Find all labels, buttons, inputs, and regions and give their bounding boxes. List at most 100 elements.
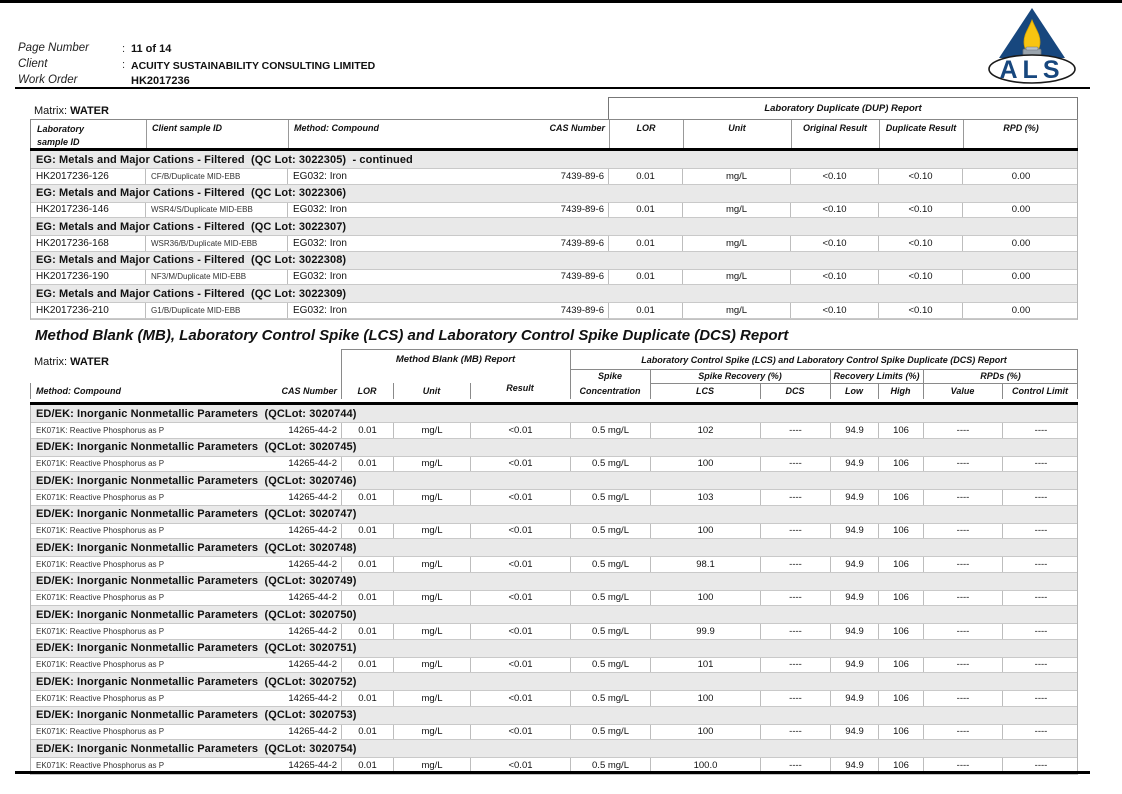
dup-data-row: HK2017236-146 WSR4/S/Duplicate MID-EBB EG0… xyxy=(31,201,1077,218)
low-cell: 94.9 xyxy=(831,523,879,538)
dup-table: Matrix: WATER Laboratory Duplicate (DUP)… xyxy=(30,97,1078,320)
unit-cell: mg/L xyxy=(683,303,791,318)
method-cell: EK071K: Reactive Phosphorus as P xyxy=(36,626,165,636)
original-cell: <0.10 xyxy=(791,303,879,318)
method-cell: EK071K: Reactive Phosphorus as P xyxy=(36,760,165,770)
value-cell: ---- xyxy=(924,758,1003,773)
spike_conc-cell: 0.5 mg/L xyxy=(571,724,651,739)
lor-cell: 0.01 xyxy=(342,456,394,471)
dup-section-row: EG: Metals and Major Cations - Filtered … xyxy=(31,218,1077,235)
result-cell: <0.01 xyxy=(471,523,571,538)
result-cell: <0.01 xyxy=(471,590,571,605)
low-cell: 94.9 xyxy=(831,691,879,706)
cas-cell: 7439-89-6 xyxy=(528,303,609,318)
lor-cell: 0.01 xyxy=(342,624,394,639)
mb-section-row: ED/EK: Inorganic Nonmetallic Parameters … xyxy=(31,640,1077,657)
col-spike-recovery: Spike Recovery (%) xyxy=(698,371,782,381)
lor-cell: 0.01 xyxy=(609,202,683,217)
lcs-group-header: Laboratory Control Spike (LCS) and Labor… xyxy=(641,354,1007,365)
lor-cell: 0.01 xyxy=(342,490,394,505)
col-value: Value xyxy=(950,386,975,396)
dup-table-rows: EG: Metals and Major Cations - Filtered … xyxy=(30,151,1078,320)
dcs-cell: ---- xyxy=(761,423,831,438)
method-cell: EK071K: Reactive Phosphorus as P xyxy=(36,526,165,536)
method-cell: EK071K: Reactive Phosphorus as P xyxy=(36,727,165,737)
dup-section-row-title: EG: Metals and Major Cations - Filtered … xyxy=(36,287,347,300)
result-cell: <0.01 xyxy=(471,456,571,471)
low-cell: 94.9 xyxy=(831,758,879,773)
colon: : xyxy=(122,59,126,71)
original-cell: <0.10 xyxy=(791,236,879,251)
low-cell: 94.9 xyxy=(831,456,879,471)
work-order-label: Work Order xyxy=(18,74,78,86)
mb-header-thick-rule xyxy=(30,402,1078,405)
unit-cell: mg/L xyxy=(394,724,471,739)
high-cell: 106 xyxy=(879,590,924,605)
mb-data-row: EK071K: Reactive Phosphorus as P 14265-44… xyxy=(31,556,1077,573)
mb-section-row: ED/EK: Inorganic Nonmetallic Parameters … xyxy=(31,539,1077,556)
method-cell: EK071K: Reactive Phosphorus as P xyxy=(36,425,165,435)
spike_conc-cell: 0.5 mg/L xyxy=(571,423,651,438)
method-cell: EG032: Iron xyxy=(293,237,347,249)
value-cell: ---- xyxy=(924,624,1003,639)
high-cell: 106 xyxy=(879,724,924,739)
control_limit-cell: ---- xyxy=(1034,625,1048,637)
low-cell: 94.9 xyxy=(831,490,879,505)
original-cell: <0.10 xyxy=(791,169,879,184)
spike_conc-cell: 0.5 mg/L xyxy=(571,657,651,672)
lor-cell: 0.01 xyxy=(342,724,394,739)
low-cell: 94.9 xyxy=(831,423,879,438)
matrix-label: Matrix: xyxy=(34,105,67,117)
col-spike-line2: Concentration xyxy=(579,386,641,396)
svg-text:ALS: ALS xyxy=(1000,56,1065,84)
unit-cell: mg/L xyxy=(683,202,791,217)
lcs-cell: 99.9 xyxy=(651,624,761,639)
mb-section-row: ED/EK: Inorganic Nonmetallic Parameters … xyxy=(31,673,1077,690)
dcs-cell: ---- xyxy=(761,691,831,706)
value-cell: ---- xyxy=(924,523,1003,538)
method-cell: EK071K: Reactive Phosphorus as P xyxy=(36,559,165,569)
cas-cell: 7439-89-6 xyxy=(528,202,609,217)
lcs-cell: 100 xyxy=(651,590,761,605)
low-cell: 94.9 xyxy=(831,557,879,572)
high-cell: 106 xyxy=(879,423,924,438)
mb-matrix: Matrix: WATER xyxy=(34,356,109,368)
col-rpd: RPD (%) xyxy=(1003,123,1039,133)
unit-cell: mg/L xyxy=(683,236,791,251)
cas-cell: 14265-44-2 xyxy=(271,557,342,572)
low-cell: 94.9 xyxy=(831,657,879,672)
col-unit: Unit xyxy=(728,123,746,133)
page-number-label: Page Number xyxy=(18,42,89,54)
col-cas-number: CAS Number xyxy=(549,123,605,133)
result-cell: <0.01 xyxy=(471,624,571,639)
client_id-cell: CF/B/Duplicate MID-EBB xyxy=(146,169,288,184)
dcs-cell: ---- xyxy=(761,624,831,639)
lcs-cell: 100 xyxy=(651,691,761,706)
mb-section-row: ED/EK: Inorganic Nonmetallic Parameters … xyxy=(31,606,1077,623)
dcs-cell: ---- xyxy=(761,557,831,572)
cas-cell: 14265-44-2 xyxy=(271,724,342,739)
lab_id-cell: HK2017236-190 xyxy=(31,269,146,284)
page-number-value: 11 of 14 xyxy=(131,43,172,55)
col-client-sample-id: Client sample ID xyxy=(152,123,223,133)
mb-section-row-title: ED/EK: Inorganic Nonmetallic Parameters … xyxy=(36,474,357,487)
spike_conc-cell: 0.5 mg/L xyxy=(571,624,651,639)
mb-data-row: EK071K: Reactive Phosphorus as P 14265-44… xyxy=(31,656,1077,673)
mb-section-row-title: ED/EK: Inorganic Nonmetallic Parameters … xyxy=(36,709,357,721)
dup-section-row: EG: Metals and Major Cations - Filtered … xyxy=(31,252,1077,269)
dup-group-header: Laboratory Duplicate (DUP) Report xyxy=(608,97,1078,119)
lor-cell: 0.01 xyxy=(342,657,394,672)
mb-section-row: ED/EK: Inorganic Nonmetallic Parameters … xyxy=(31,740,1077,757)
dup-data-row: HK2017236-168 WSR36/B/Duplicate MID-EBB EG… xyxy=(31,235,1077,252)
mb-section-row-title: ED/EK: Inorganic Nonmetallic Parameters … xyxy=(36,441,357,453)
unit-cell: mg/L xyxy=(683,269,791,284)
mb-data-row: EK071K: Reactive Phosphorus as P 14265-44… xyxy=(31,489,1077,506)
als-logo-icon: ALS xyxy=(988,8,1076,84)
mb-group-header: Method Blank (MB) Report xyxy=(395,354,516,365)
lor-cell: 0.01 xyxy=(342,758,394,773)
unit-cell: mg/L xyxy=(394,490,471,505)
lor-cell: 0.01 xyxy=(609,169,683,184)
dup-header-thick-rule xyxy=(30,148,1078,151)
col-lab-sample-id: Laboratory sample ID xyxy=(37,124,85,147)
lor-cell: 0.01 xyxy=(342,590,394,605)
